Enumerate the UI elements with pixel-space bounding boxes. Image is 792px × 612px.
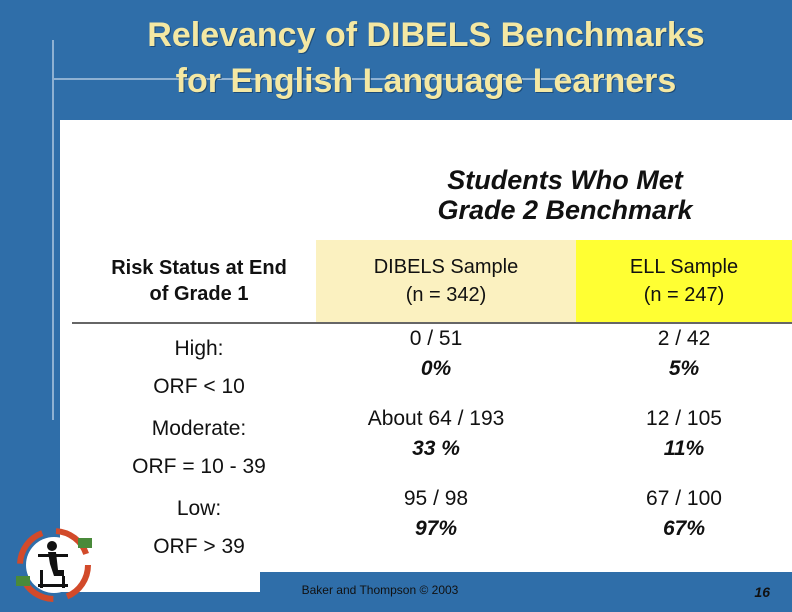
table-row-low: Low: ORF > 39 95 / 98 97% 67 / 100 67% bbox=[60, 484, 792, 564]
content-panel: Students Who Met Grade 2 Benchmark Risk … bbox=[60, 120, 792, 592]
ell-cell: 67 / 100 67% bbox=[576, 484, 792, 544]
table-row-high: High: ORF < 10 0 / 51 0% 2 / 42 5% bbox=[60, 324, 792, 404]
decorative-vertical-line bbox=[52, 40, 54, 420]
risk-cell: Moderate: ORF = 10 - 39 bbox=[80, 410, 318, 486]
risk-label: Low: bbox=[176, 497, 222, 520]
risk-criterion: ORF > 39 bbox=[153, 535, 245, 558]
table-header-row: Risk Status at End of Grade 1 DIBELS Sam… bbox=[60, 240, 792, 322]
footer-bar bbox=[260, 572, 792, 612]
header-risk-line-2: of Grade 1 bbox=[149, 283, 249, 305]
dibels-percent: 0% bbox=[420, 357, 452, 380]
dibels-percent: 97% bbox=[414, 517, 458, 540]
risk-criterion: ORF = 10 - 39 bbox=[132, 455, 266, 478]
risk-cell: Low: ORF > 39 bbox=[80, 490, 318, 566]
risk-label: High: bbox=[174, 337, 224, 360]
ell-count: 2 / 42 bbox=[657, 327, 711, 350]
slide-title: Relevancy of DIBELS Benchmarks for Engli… bbox=[60, 12, 792, 104]
reading-student-cycle-logo-icon bbox=[16, 528, 92, 602]
table-group-header: Students Who Met Grade 2 Benchmark bbox=[405, 165, 725, 225]
header-ell-sample: ELL Sample (n = 247) bbox=[576, 240, 792, 322]
slide-title-line-2: for English Language Learners bbox=[175, 62, 677, 100]
dibels-cell: 0 / 51 0% bbox=[316, 324, 556, 384]
header-ell-line-2: (n = 247) bbox=[643, 284, 725, 306]
citation: Baker and Thompson © 2003 bbox=[301, 583, 459, 597]
dibels-count: About 64 / 193 bbox=[367, 407, 505, 430]
group-header-line-2: Grade 2 Benchmark bbox=[437, 195, 693, 225]
header-dibels-line-2: (n = 342) bbox=[405, 284, 487, 306]
header-divider bbox=[72, 322, 792, 324]
dibels-cell: About 64 / 193 33 % bbox=[316, 404, 556, 464]
risk-cell: High: ORF < 10 bbox=[80, 330, 318, 406]
dibels-percent: 33 % bbox=[412, 437, 460, 460]
decorative-horizontal-line bbox=[52, 78, 652, 80]
group-header-line-1: Students Who Met bbox=[447, 165, 683, 195]
header-risk-status: Risk Status at End of Grade 1 bbox=[80, 240, 318, 322]
risk-label: Moderate: bbox=[151, 417, 247, 440]
header-ell-line-1: ELL Sample bbox=[629, 256, 739, 278]
slide-title-line-1: Relevancy of DIBELS Benchmarks bbox=[147, 16, 705, 54]
risk-criterion: ORF < 10 bbox=[153, 375, 245, 398]
ell-percent: 5% bbox=[668, 357, 700, 380]
ell-cell: 12 / 105 11% bbox=[576, 404, 792, 464]
page-number: 16 bbox=[754, 584, 770, 600]
dibels-cell: 95 / 98 97% bbox=[316, 484, 556, 544]
table-row-moderate: Moderate: ORF = 10 - 39 About 64 / 193 3… bbox=[60, 404, 792, 484]
header-dibels-sample: DIBELS Sample (n = 342) bbox=[316, 240, 576, 322]
header-risk-line-1: Risk Status at End bbox=[111, 257, 287, 279]
header-dibels-line-1: DIBELS Sample bbox=[373, 256, 519, 278]
ell-count: 12 / 105 bbox=[646, 407, 722, 430]
dibels-count: 0 / 51 bbox=[409, 327, 463, 350]
ell-percent: 67% bbox=[662, 517, 706, 540]
ell-count: 67 / 100 bbox=[646, 487, 722, 510]
ell-cell: 2 / 42 5% bbox=[576, 324, 792, 384]
ell-percent: 11% bbox=[663, 437, 705, 460]
dibels-count: 95 / 98 bbox=[403, 487, 469, 510]
